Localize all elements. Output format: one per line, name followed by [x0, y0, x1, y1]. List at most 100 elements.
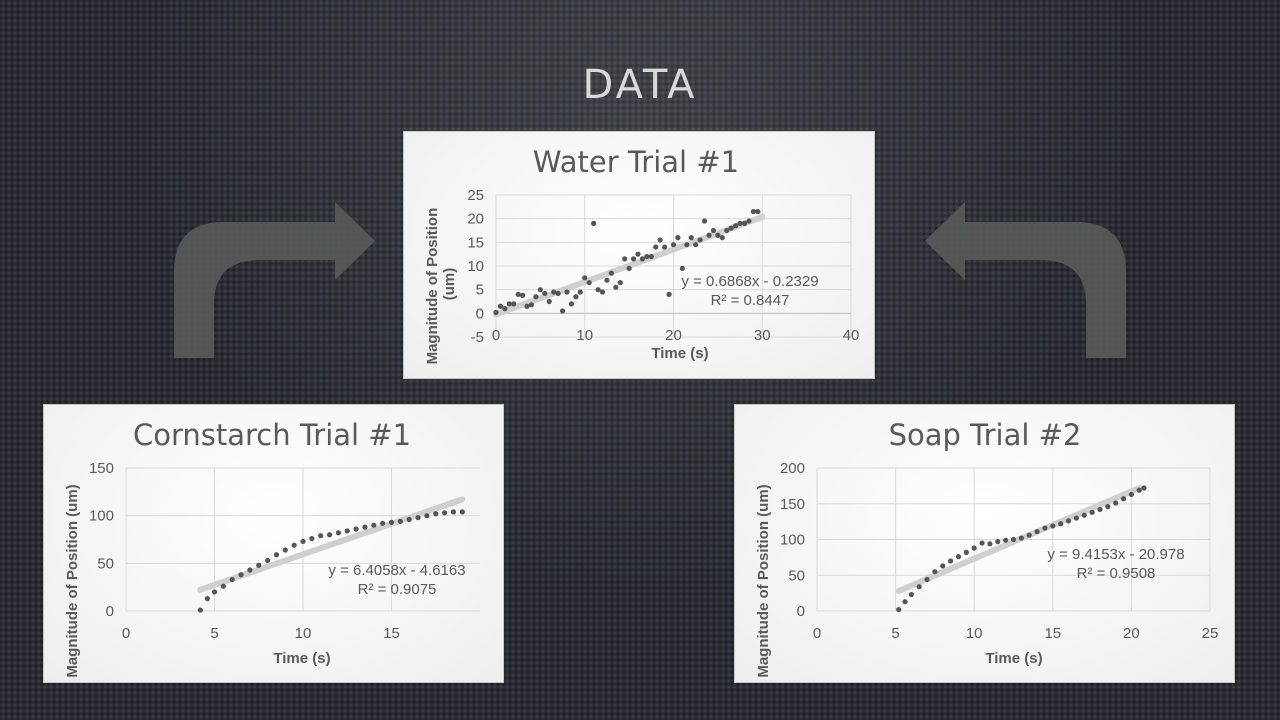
soap-data-point [1089, 509, 1095, 515]
cornstarch-y-tick-label: 0 [106, 603, 114, 620]
water-data-point [693, 242, 699, 248]
water-data-point [670, 242, 677, 248]
water-data-point [533, 294, 539, 300]
water-data-point [524, 303, 530, 309]
water-data-point [755, 208, 761, 215]
soap-trendline [895, 484, 1143, 594]
water-data-point [608, 270, 614, 276]
soap-chart-card: Soap Trial #2 0 50 100 150 200 0 5 10 15 20 25 Tim… [734, 404, 1235, 683]
soap-data-point [1128, 491, 1134, 498]
soap-data-point [924, 576, 930, 583]
cornstarch-data-point [211, 589, 218, 595]
water-x-tick-label: 40 [843, 327, 860, 344]
cornstarch-data-point [335, 530, 341, 536]
water-data-point [506, 301, 512, 307]
soap-data-point [1058, 521, 1064, 527]
soap-data-point [971, 545, 977, 551]
water-data-point [520, 292, 526, 298]
soap-data-point [963, 549, 969, 555]
cornstarch-data-point [265, 557, 271, 564]
soap-x-tick-label: 25 [1202, 625, 1219, 642]
soap-data-point [1081, 512, 1087, 518]
cornstarch-data-point [273, 552, 280, 558]
water-data-point [706, 232, 712, 238]
water-data-point [622, 256, 628, 262]
water-data-point [648, 253, 654, 260]
soap-scatter-chart: Soap Trial #2 0 50 100 150 200 0 5 10 15 20 25 Tim… [755, 418, 1219, 678]
cornstarch-data-point [300, 538, 306, 545]
cornstarch-data-point [220, 583, 226, 589]
water-data-point [750, 208, 756, 215]
water-trendline-equation: y = 0.6868x - 0.2329 [681, 273, 818, 290]
cornstarch-x-tick-label: 10 [295, 625, 312, 642]
soap-data-point [908, 591, 914, 598]
cornstarch-scatter-chart: Cornstarch Trial #1 0 50 100 150 0 5 10 15 Time… [64, 418, 480, 678]
water-data-point [591, 220, 597, 226]
soap-x-tick-label: 20 [1123, 625, 1140, 642]
water-y-tick-label: 0 [476, 305, 484, 322]
soap-data-point [995, 539, 1001, 545]
water-data-point [715, 232, 721, 238]
cornstarch-data-point [238, 572, 244, 578]
water-data-point [684, 242, 690, 248]
water-data-point [537, 287, 543, 293]
cornstarch-data-point [247, 567, 253, 573]
soap-data-point [896, 606, 902, 613]
slide-title: DATA [582, 62, 698, 108]
soap-data-point [1042, 525, 1048, 531]
water-data-point [710, 227, 717, 234]
water-data-point [599, 289, 606, 295]
cornstarch-data-point [362, 524, 368, 530]
soap-data-point [1141, 485, 1147, 491]
water-x-tick-label: 10 [576, 327, 593, 344]
water-data-point [595, 287, 601, 293]
water-scatter-chart: Water Trial #1 -5 0 5 10 15 20 25 0 10 20 30 40 Tim… [424, 145, 860, 365]
cornstarch-x-tick-label: 5 [210, 625, 218, 642]
cornstarch-data-point [406, 516, 412, 523]
cornstarch-y-axis-label: Magnitude of Position (um) [64, 484, 81, 677]
soap-y-tick-label: 0 [797, 603, 805, 620]
soap-data-point [932, 569, 938, 575]
cornstarch-data-point [197, 607, 203, 613]
soap-data-point [902, 599, 908, 605]
water-data-point [564, 289, 570, 295]
water-data-point [675, 235, 681, 241]
soap-data-point [1003, 537, 1009, 543]
cornstarch-data-point [256, 562, 262, 568]
cornstarch-chart-title: Cornstarch Trial #1 [133, 418, 411, 452]
cornstarch-data-point [282, 547, 288, 553]
soap-data-point [1065, 518, 1072, 524]
soap-data-point [1113, 500, 1119, 506]
water-data-point [746, 218, 752, 224]
water-data-point [582, 275, 588, 281]
cornstarch-data-point [353, 526, 359, 532]
water-y-tick-label: 10 [467, 258, 484, 275]
soap-x-tick-label: 0 [813, 625, 821, 642]
water-y-tick-label: 20 [467, 211, 484, 228]
water-data-point [662, 244, 668, 250]
water-data-point [511, 301, 517, 307]
soap-trendline-equation: y = 9.4153x - 20.978 [1047, 546, 1184, 563]
cornstarch-r-squared: R² = 0.9075 [358, 581, 437, 598]
water-data-point [733, 223, 739, 229]
cornstarch-data-point [433, 511, 439, 517]
water-data-point [653, 244, 659, 250]
cornstarch-data-point [309, 535, 315, 542]
water-data-point [551, 289, 557, 295]
soap-data-point [1120, 496, 1127, 502]
water-data-point [577, 289, 583, 295]
water-y-tick-label: -5 [471, 329, 484, 346]
cornstarch-trendline [197, 496, 466, 593]
cornstarch-y-tick-label: 150 [89, 460, 114, 477]
cornstarch-x-axis-label: Time (s) [273, 650, 330, 667]
soap-data-point [916, 584, 922, 590]
water-data-point [724, 227, 730, 234]
soap-chart-title: Soap Trial #2 [889, 418, 1082, 452]
soap-data-point [940, 563, 946, 569]
water-y-axis-label: Magnitude of Position (um) [424, 204, 458, 365]
water-data-point [542, 290, 548, 297]
water-x-axis-label: Time (s) [651, 345, 708, 362]
water-data-point [688, 235, 694, 241]
water-y-tick-label: 15 [467, 234, 484, 251]
cornstarch-data-point [442, 510, 448, 516]
